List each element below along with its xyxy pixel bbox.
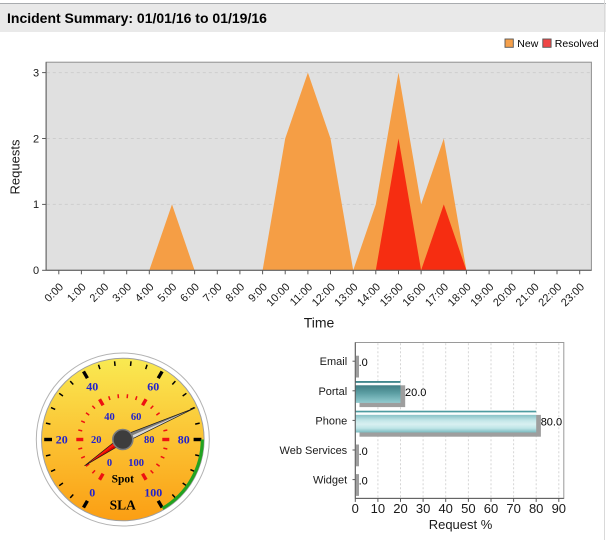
svg-text:Request %: Request % [429,517,493,532]
svg-text:20.0: 20.0 [405,387,426,399]
svg-text:20: 20 [393,501,407,516]
svg-text:1: 1 [33,199,39,211]
svg-text:80: 80 [144,435,155,446]
svg-text:20: 20 [56,433,68,447]
svg-text:40: 40 [438,501,452,516]
svg-text:0: 0 [33,265,39,277]
svg-text:70: 70 [506,501,520,516]
svg-text:80: 80 [178,433,190,447]
svg-text:3: 3 [33,67,39,79]
svg-text:2: 2 [33,133,39,145]
svg-text:60: 60 [484,501,498,516]
svg-text:80: 80 [529,501,543,516]
svg-text:Time: Time [304,315,335,331]
svg-text:40: 40 [104,412,115,423]
svg-text:40: 40 [86,380,98,394]
svg-text:SLA: SLA [110,498,137,513]
svg-text:100: 100 [144,485,162,499]
svg-text:.0: .0 [359,446,368,458]
svg-text:Spot: Spot [112,474,135,486]
svg-text:60: 60 [147,380,159,394]
svg-text:Email: Email [320,356,348,368]
svg-text:Incident Summary: 01/01/16 to: Incident Summary: 01/01/16 to 01/19/16 [7,10,267,26]
svg-text:10: 10 [371,501,385,516]
svg-text:New: New [517,38,538,50]
svg-text:50: 50 [461,501,475,516]
svg-text:90: 90 [552,501,566,516]
svg-text:Portal: Portal [318,386,347,398]
svg-text:Widget: Widget [313,475,347,487]
svg-text:60: 60 [131,412,142,423]
svg-text:Requests: Requests [8,139,23,194]
svg-text:0: 0 [352,501,359,516]
svg-text:20: 20 [91,435,102,446]
svg-text:Web Services: Web Services [280,445,348,457]
svg-text:Phone: Phone [315,415,347,427]
svg-text:.0: .0 [359,357,368,369]
svg-text:Resolved: Resolved [555,38,599,50]
svg-text:0: 0 [107,458,112,469]
svg-text:100: 100 [128,458,144,469]
svg-text:30: 30 [416,501,430,516]
svg-text:0: 0 [89,485,95,499]
svg-text:80.0: 80.0 [541,416,562,428]
svg-text:.0: .0 [359,476,368,488]
